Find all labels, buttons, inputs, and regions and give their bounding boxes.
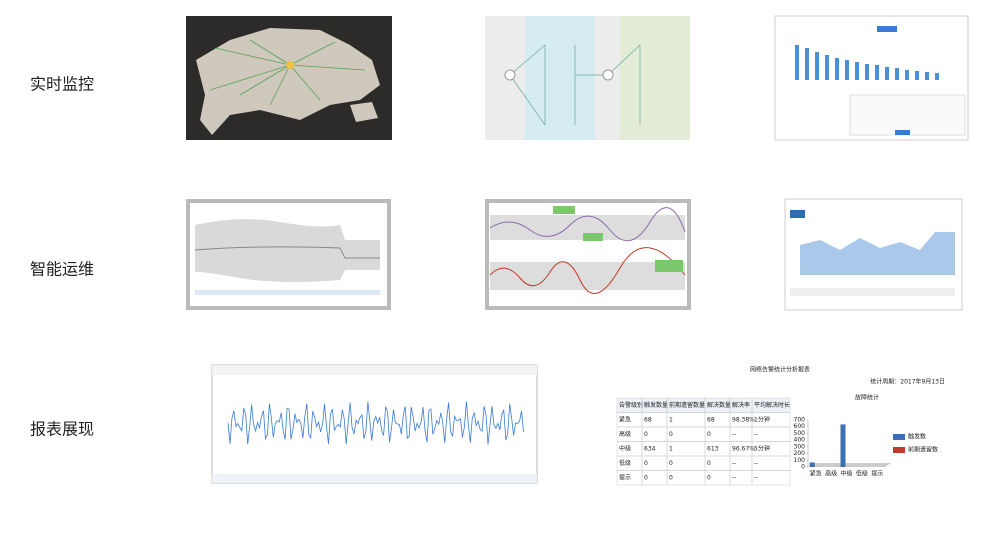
trend-thumbnail: [784, 198, 963, 311]
report-title: 网络告警统计分析报表: [750, 366, 810, 374]
y-tick-label: 400: [794, 437, 806, 444]
cell-text: 0: [707, 474, 711, 481]
section-label: 实时监控: [30, 75, 94, 94]
header-text: 触发数量: [644, 401, 668, 409]
legend-swatch: [893, 447, 905, 453]
cell-text: 0: [644, 431, 648, 438]
y-tick-label: 700: [794, 417, 806, 424]
cell-text: --: [754, 460, 758, 467]
y-tick-label: 300: [794, 443, 806, 450]
cell-text: 5分钟: [754, 444, 770, 452]
header-text: 前期遗留数量: [669, 401, 705, 409]
cell-text: --: [754, 431, 758, 438]
cell-text: 中级: [619, 444, 631, 452]
legend-swatch: [893, 434, 905, 440]
bar: [840, 424, 846, 467]
cell-text: 低级: [619, 459, 631, 467]
x-tick-label: 中级: [840, 470, 852, 478]
cell-text: 提示: [619, 473, 631, 481]
cell-text: --: [732, 474, 736, 481]
chart-title: 故障统计: [855, 394, 879, 402]
cell-text: 0: [707, 460, 711, 467]
cell-text: 96.67%: [732, 445, 755, 452]
legend-label: 前期遗留数: [908, 446, 938, 454]
header-text: 平均解决时长: [754, 401, 790, 409]
cell-text: 高级: [619, 430, 631, 438]
header-text: 告警级别: [619, 401, 643, 409]
cell-text: 0: [644, 474, 648, 481]
cell-text: 1分钟: [754, 415, 770, 423]
x-tick-label: 提示: [871, 470, 883, 478]
y-tick-label: 600: [794, 423, 806, 430]
cell-text: 0: [644, 460, 648, 467]
cell-text: 68: [707, 416, 715, 423]
cell-text: 613: [707, 445, 719, 452]
dashboard-thumbnail: [774, 15, 969, 141]
report: 网络告警统计分析报表 统计周期：2017年9月13日 告警级别 触发数量 前期遗留数…: [616, 366, 945, 486]
cell: [751, 470, 791, 486]
cell-text: 68: [644, 416, 652, 423]
cell-text: --: [732, 460, 736, 467]
cell-text: 0: [707, 431, 711, 438]
anomaly-chart-thumbnail: [485, 199, 691, 310]
section-label: 报表展现: [30, 420, 94, 439]
cell-text: 98.38%: [732, 416, 755, 423]
y-tick-label: 500: [794, 430, 806, 437]
y-tick-label: 200: [794, 450, 806, 457]
header-text: 解决数量: [707, 401, 731, 409]
cell-text: 634: [644, 445, 656, 452]
cell-text: 0: [669, 460, 673, 467]
cell-text: 0: [669, 474, 673, 481]
legend-label: 触发数: [908, 433, 926, 441]
header-text: 解决率: [732, 401, 750, 409]
cell-text: 0: [669, 431, 673, 438]
x-tick-label: 紧急: [810, 470, 822, 478]
x-tick-label: 高级: [825, 470, 837, 478]
band-chart-thumbnail: [186, 199, 391, 310]
map-thumbnail: [186, 16, 392, 140]
line-chart-thumbnail: [211, 364, 538, 484]
y-tick-label: 0: [801, 464, 805, 471]
x-tick-label: 低级: [856, 470, 868, 478]
cell-text: 紧急: [619, 415, 631, 423]
cell-text: --: [754, 474, 758, 481]
flow-thumbnail: [485, 16, 690, 140]
y-tick-label: 100: [794, 457, 806, 464]
bar: [809, 462, 815, 467]
report-period: 统计周期：2017年9月13日: [870, 378, 945, 386]
floor: [808, 463, 891, 467]
section-label: 智能运维: [30, 260, 94, 279]
cell-text: 1: [669, 445, 673, 452]
cell-text: --: [732, 431, 736, 438]
cell-text: 1: [669, 416, 673, 423]
header-bg: [617, 398, 790, 413]
